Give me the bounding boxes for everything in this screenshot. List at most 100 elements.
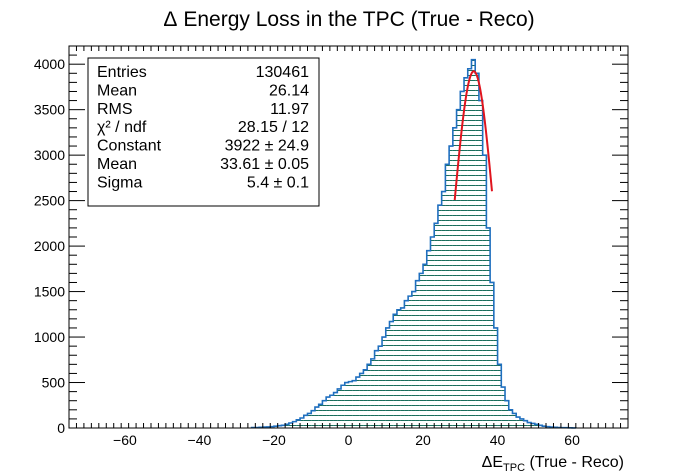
histogram-bar — [363, 369, 368, 428]
histogram-bar — [445, 164, 450, 428]
chart-title-main: Energy Loss in the TPC (True - Reco) — [183, 8, 534, 31]
histogram-bar — [434, 223, 438, 428]
histogram-bar — [456, 109, 461, 429]
histogram-bar — [385, 327, 390, 428]
histogram-bar — [464, 77, 468, 428]
x-axis-title-subscript: TPC — [503, 462, 525, 474]
histogram-bar — [505, 400, 509, 428]
histogram-bar — [292, 421, 297, 428]
histogram-bars — [251, 59, 576, 429]
histogram-bar — [441, 191, 446, 428]
histogram-bar — [296, 419, 301, 428]
y-tick-label: 1500 — [34, 284, 65, 300]
stats-value: 28.15 / 12 — [238, 119, 309, 136]
stats-box-frame — [87, 57, 320, 207]
histogram-bar — [355, 377, 360, 428]
histogram-bar — [501, 387, 506, 428]
histogram-bar — [329, 395, 334, 428]
y-tick-label: 2500 — [34, 193, 65, 209]
histogram-bar — [344, 382, 349, 428]
x-axis-title-e: E — [492, 454, 503, 471]
histogram-bar — [378, 346, 383, 428]
histogram-bar — [411, 291, 416, 428]
histogram-bar — [359, 373, 364, 428]
histogram-bar — [534, 424, 539, 428]
histogram-bar — [285, 424, 289, 428]
histogram-bar — [471, 59, 476, 429]
x-axis-title: ΔETPC (True - Reco) — [482, 454, 624, 474]
histogram-bar — [400, 307, 405, 428]
histogram-bar — [374, 350, 379, 428]
histogram-bar — [486, 227, 491, 428]
y-axis-ticks: 0 500 1000 1500 2000 2500 3000 3500 4000 — [34, 45, 628, 436]
chart-title-delta: Δ — [163, 8, 177, 31]
histogram-bar — [408, 296, 412, 428]
histogram-bar — [393, 314, 397, 428]
histogram-bar — [389, 321, 394, 428]
y-tick-label: 3000 — [34, 147, 65, 163]
x-tick-label: 20 — [415, 432, 431, 448]
x-tick-label: 40 — [490, 432, 506, 448]
histogram-bar — [419, 273, 424, 428]
stats-label: RMS — [97, 101, 133, 118]
x-tick-label: −40 — [188, 432, 212, 448]
histogram-bar — [382, 337, 386, 428]
histogram-bar — [303, 415, 308, 428]
gaussian-fit-group — [453, 70, 493, 201]
histogram-bar — [508, 409, 513, 428]
histogram-bar — [527, 422, 532, 428]
y-tick-label: 3500 — [34, 102, 65, 118]
histogram-bar — [337, 388, 342, 428]
stats-value: 3922 ± 24.9 — [225, 138, 310, 155]
histogram-bar — [396, 309, 401, 428]
histogram-bar — [370, 358, 375, 428]
histogram-bar — [311, 410, 315, 428]
x-axis-title-rest: (True - Reco) — [525, 454, 624, 471]
histogram-bar — [449, 146, 453, 429]
stats-value: 26.14 — [269, 82, 309, 99]
histogram-outline — [250, 58, 577, 429]
histogram-bar — [531, 423, 535, 428]
x-tick-label: −60 — [113, 432, 137, 448]
histogram-bar — [519, 418, 524, 428]
histogram-outline-group — [250, 58, 577, 429]
histogram-bar — [277, 425, 282, 428]
y-tick-label: 1000 — [34, 329, 65, 345]
histogram-bar — [300, 417, 304, 428]
histogram-bar — [542, 426, 547, 428]
histogram-bar — [273, 426, 278, 428]
stats-label: Mean — [97, 82, 137, 99]
histogram-bar — [460, 91, 465, 428]
stats-box: Entries 130461 Mean 26.14 RMS 11.97 χ² / ndf 28… — [87, 57, 320, 207]
stats-label: Sigma — [97, 174, 142, 191]
histogram-bar — [467, 68, 472, 428]
histogram-bar — [512, 413, 517, 428]
histogram-bar — [318, 404, 323, 428]
histogram-bar — [478, 100, 483, 429]
histogram-bar — [352, 380, 356, 428]
stats-value: 33.61 ± 0.05 — [220, 156, 309, 173]
stats-label: Constant — [97, 138, 162, 155]
y-tick-label: 4000 — [34, 56, 65, 72]
histogram-bar — [523, 420, 528, 428]
histogram-bar — [333, 392, 338, 428]
histogram-bar — [497, 364, 502, 428]
histogram-bar — [307, 413, 312, 428]
x-axis-ticks: −60 −40 −20 0 20 40 60 — [68, 46, 629, 448]
histogram-bar — [322, 400, 327, 428]
histogram-bar — [538, 425, 543, 428]
histogram-bar — [482, 155, 487, 428]
histogram-bar — [415, 280, 420, 428]
histogram-bar — [426, 250, 431, 428]
stats-label: Mean — [97, 156, 137, 173]
x-tick-label: −20 — [262, 432, 286, 448]
histogram-bar — [430, 237, 435, 428]
y-tick-label: 500 — [42, 375, 66, 391]
gaussian-fit-curve — [453, 70, 493, 201]
histogram-bar — [281, 425, 286, 428]
histogram-bar — [423, 264, 427, 428]
y-tick-label: 0 — [57, 420, 65, 436]
histogram-bar — [475, 73, 479, 429]
x-axis-title-delta: Δ — [482, 454, 493, 471]
